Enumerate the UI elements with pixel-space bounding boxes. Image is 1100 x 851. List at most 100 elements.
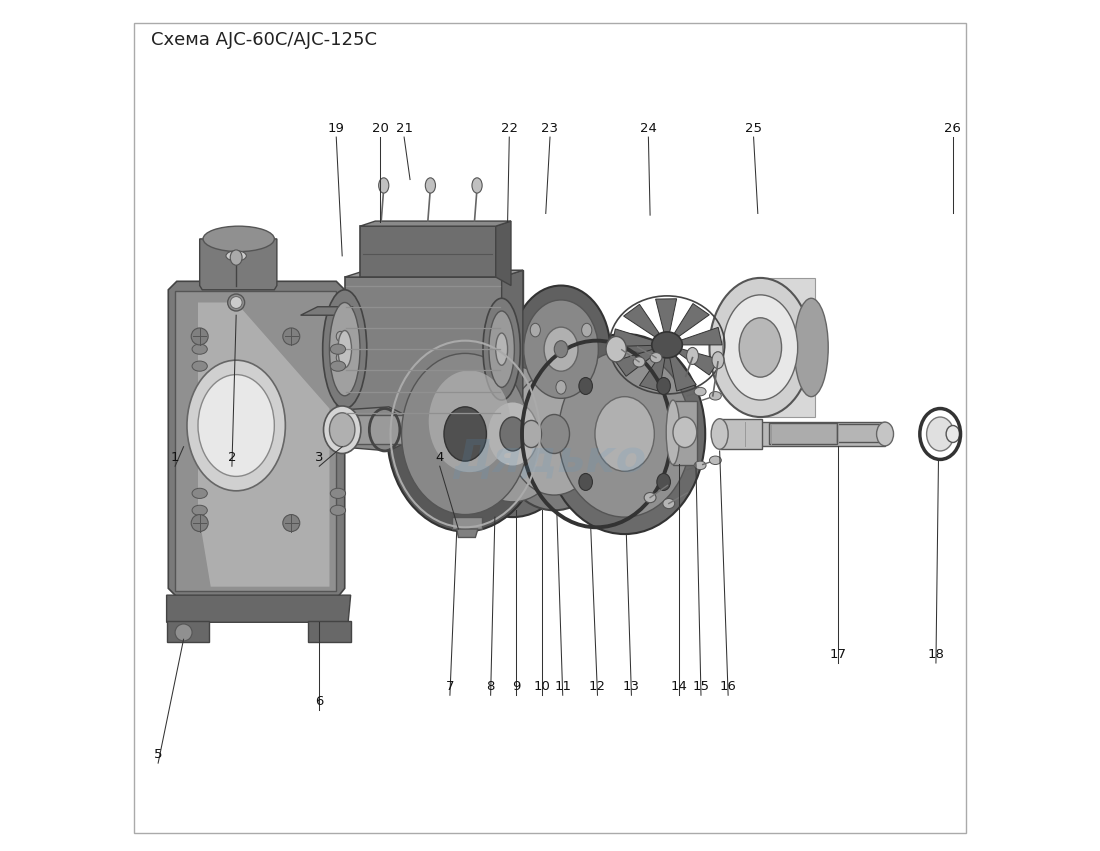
Ellipse shape: [650, 352, 662, 363]
Ellipse shape: [426, 178, 436, 193]
Ellipse shape: [556, 380, 566, 394]
FancyBboxPatch shape: [837, 424, 879, 443]
Ellipse shape: [330, 344, 345, 354]
Ellipse shape: [487, 402, 538, 466]
Ellipse shape: [283, 328, 300, 345]
Ellipse shape: [472, 178, 482, 193]
Ellipse shape: [330, 413, 355, 447]
Ellipse shape: [606, 336, 626, 362]
Ellipse shape: [877, 422, 893, 446]
FancyBboxPatch shape: [673, 401, 696, 465]
Text: 18: 18: [927, 648, 945, 661]
Ellipse shape: [230, 250, 242, 266]
Ellipse shape: [512, 286, 610, 413]
FancyBboxPatch shape: [769, 423, 837, 444]
Ellipse shape: [710, 456, 722, 465]
FancyBboxPatch shape: [719, 419, 762, 449]
Ellipse shape: [337, 331, 344, 341]
Text: 24: 24: [640, 123, 657, 135]
Polygon shape: [198, 302, 330, 586]
Ellipse shape: [330, 302, 360, 396]
Ellipse shape: [723, 295, 798, 400]
Ellipse shape: [192, 505, 207, 516]
Polygon shape: [344, 277, 502, 421]
Text: 1: 1: [170, 451, 179, 465]
FancyBboxPatch shape: [719, 422, 886, 446]
Ellipse shape: [323, 406, 361, 454]
Ellipse shape: [226, 251, 246, 261]
Text: 17: 17: [829, 648, 847, 661]
Ellipse shape: [175, 624, 192, 641]
Ellipse shape: [579, 473, 593, 490]
Text: 15: 15: [693, 680, 710, 694]
Ellipse shape: [712, 419, 728, 449]
Polygon shape: [674, 304, 710, 337]
Ellipse shape: [191, 515, 208, 532]
Ellipse shape: [228, 294, 244, 311]
Ellipse shape: [460, 366, 565, 502]
Ellipse shape: [429, 370, 510, 472]
Ellipse shape: [645, 493, 656, 503]
Ellipse shape: [559, 351, 691, 517]
Ellipse shape: [192, 488, 207, 499]
Ellipse shape: [191, 328, 208, 345]
Text: Дядько: Дядько: [453, 438, 647, 481]
Ellipse shape: [539, 414, 570, 454]
Text: 23: 23: [541, 123, 559, 135]
Ellipse shape: [673, 417, 696, 448]
Ellipse shape: [694, 461, 706, 470]
Ellipse shape: [794, 298, 828, 397]
Ellipse shape: [946, 426, 959, 443]
Polygon shape: [360, 226, 496, 277]
Ellipse shape: [198, 374, 274, 477]
Text: Схема АЈС-60С/АЈС-125С: Схема АЈС-60С/АЈС-125С: [152, 31, 377, 49]
Ellipse shape: [710, 278, 812, 417]
Polygon shape: [166, 595, 351, 622]
Polygon shape: [656, 299, 676, 332]
Ellipse shape: [530, 323, 540, 337]
Ellipse shape: [507, 373, 601, 495]
Ellipse shape: [187, 360, 285, 491]
Ellipse shape: [595, 397, 654, 471]
Polygon shape: [168, 282, 344, 597]
Ellipse shape: [444, 407, 486, 461]
Text: 9: 9: [512, 680, 520, 694]
Ellipse shape: [694, 387, 706, 396]
Ellipse shape: [402, 353, 529, 515]
FancyBboxPatch shape: [344, 415, 430, 444]
Polygon shape: [681, 328, 723, 345]
Polygon shape: [670, 356, 696, 391]
Ellipse shape: [495, 357, 614, 511]
Text: 8: 8: [486, 680, 495, 694]
Ellipse shape: [710, 391, 722, 400]
Ellipse shape: [330, 505, 345, 516]
Polygon shape: [308, 620, 351, 642]
Ellipse shape: [926, 417, 954, 451]
Polygon shape: [200, 239, 277, 290]
Polygon shape: [366, 271, 522, 434]
Polygon shape: [639, 357, 664, 391]
Text: 21: 21: [396, 123, 412, 135]
Ellipse shape: [544, 327, 578, 371]
Ellipse shape: [192, 344, 207, 354]
Ellipse shape: [483, 298, 520, 400]
Polygon shape: [758, 278, 815, 417]
Ellipse shape: [192, 361, 207, 371]
Polygon shape: [344, 271, 522, 277]
Ellipse shape: [739, 317, 782, 377]
Text: 20: 20: [372, 123, 388, 135]
Polygon shape: [615, 350, 656, 376]
Polygon shape: [300, 306, 353, 315]
Text: 13: 13: [623, 680, 640, 694]
Ellipse shape: [524, 300, 598, 398]
Polygon shape: [338, 407, 406, 451]
Polygon shape: [679, 349, 719, 375]
Ellipse shape: [500, 417, 526, 451]
Text: 19: 19: [328, 123, 344, 135]
Ellipse shape: [338, 330, 352, 368]
Polygon shape: [300, 315, 338, 383]
Ellipse shape: [322, 290, 366, 408]
Ellipse shape: [712, 351, 724, 368]
Text: 11: 11: [554, 680, 571, 694]
Ellipse shape: [521, 420, 541, 448]
